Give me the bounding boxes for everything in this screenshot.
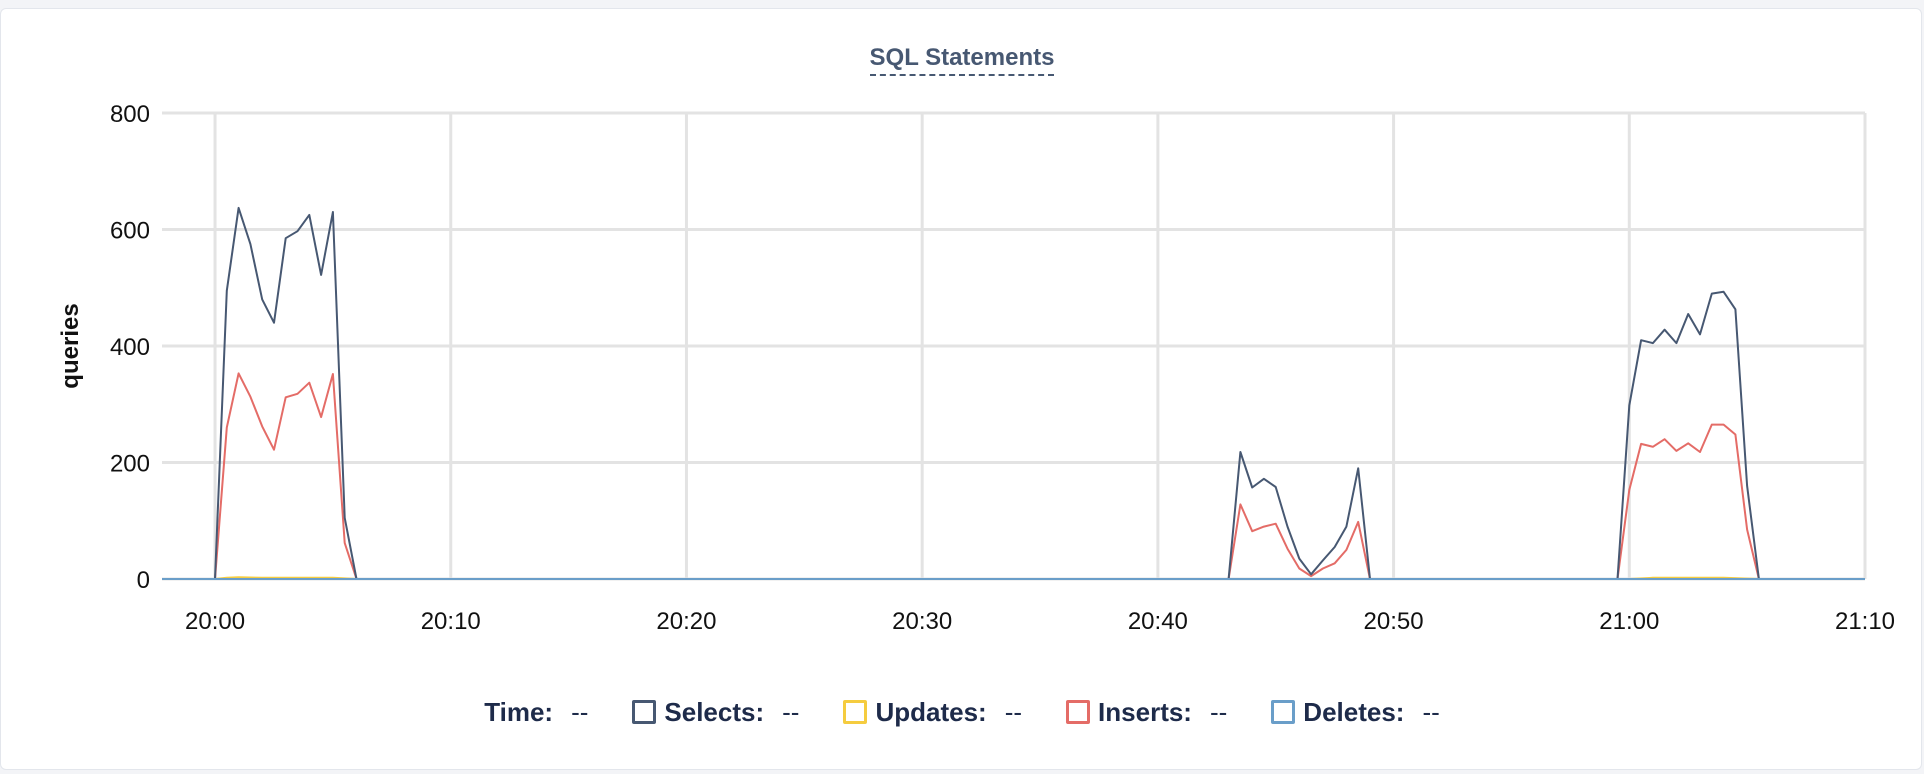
- chart-title[interactable]: SQL Statements: [869, 44, 1055, 76]
- legend-item-deletes[interactable]: Deletes: --: [1271, 696, 1440, 728]
- legend-updates-label: Updates:: [875, 696, 987, 727]
- legend-deletes-value: --: [1422, 696, 1440, 727]
- chart-card: [0, 8, 1922, 770]
- legend-time-value: --: [571, 696, 589, 727]
- x-tick-label: 20:20: [656, 608, 716, 635]
- legend-time-label: Time:: [484, 696, 554, 727]
- y-tick-label: 800: [110, 101, 150, 128]
- legend-item-inserts[interactable]: Inserts: --: [1066, 697, 1227, 728]
- legend-deletes-label: Deletes:: [1303, 696, 1405, 727]
- series-line-inserts: [162, 372, 1865, 580]
- legend-time: Time: --: [484, 697, 588, 728]
- x-tick-label: 20:00: [185, 608, 245, 635]
- legend-updates-checkbox[interactable]: [843, 700, 868, 724]
- x-tick-label: 20:30: [892, 608, 952, 635]
- y-tick-label: 400: [110, 334, 150, 361]
- x-tick-label: 21:10: [1835, 608, 1895, 635]
- y-tick-label: 0: [137, 567, 150, 594]
- chart-title-wrapper: SQL Statements: [0, 44, 1924, 76]
- legend-selects-value: --: [782, 696, 800, 727]
- legend-inserts-label: Inserts:: [1098, 696, 1192, 727]
- legend-deletes-checkbox[interactable]: [1271, 700, 1296, 724]
- x-tick-label: 20:40: [1128, 608, 1188, 635]
- x-tick-label: 21:00: [1599, 608, 1659, 635]
- legend-selects-label: Selects:: [664, 696, 765, 727]
- legend-item-updates[interactable]: Updates: --: [843, 697, 1022, 728]
- legend-item-selects[interactable]: Selects: --: [632, 697, 799, 728]
- legend: Time: -- Selects: -- Updates: -- Inserts…: [0, 692, 1924, 732]
- x-tick-label: 20:10: [421, 608, 481, 635]
- x-tick-label: 20:50: [1364, 608, 1424, 635]
- legend-inserts-checkbox[interactable]: [1066, 700, 1091, 724]
- legend-inserts-value: --: [1209, 696, 1228, 727]
- legend-updates-value: --: [1004, 696, 1023, 727]
- y-axis-label: queries: [57, 303, 84, 388]
- series-line-selects: [162, 206, 1865, 580]
- legend-selects-checkbox[interactable]: [632, 700, 657, 724]
- y-tick-label: 600: [110, 218, 150, 245]
- y-tick-label: 200: [110, 451, 150, 478]
